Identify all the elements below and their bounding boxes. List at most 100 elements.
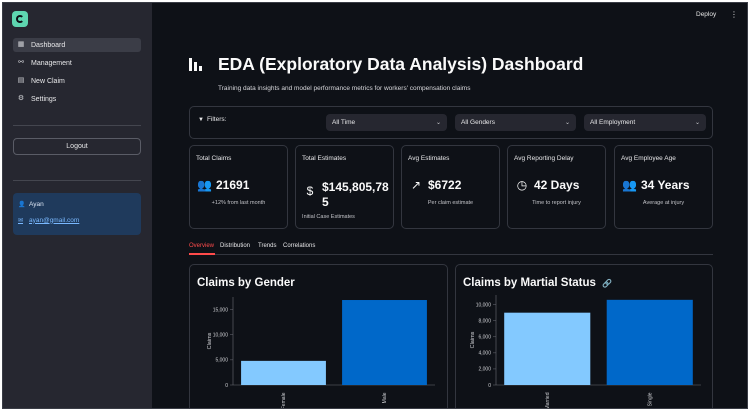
page-subtitle: Training data insights and model perform…	[218, 85, 471, 92]
sidebar-item-dashboard[interactable]: ▦ Dashboard	[13, 38, 141, 52]
metric-label: Avg Employee Age	[621, 155, 676, 162]
filters-label: ▼ Filters:	[198, 116, 226, 123]
new-claim-icon: ▤	[17, 77, 25, 84]
sidebar-item-label: New Claim	[31, 77, 65, 85]
user-icon: 👤	[18, 201, 26, 208]
metric-subtext: +12% from last month	[211, 200, 266, 206]
tab-bar: Overview Distribution Trends Correlation…	[189, 241, 713, 255]
metric-subtext: Initial Case Estimates	[302, 214, 355, 220]
bar-single	[606, 299, 693, 385]
x-tick-label: Female	[281, 392, 287, 409]
x-tick-label: Male	[382, 392, 388, 403]
metric-value: $6722	[428, 178, 462, 192]
trending-up-icon: ↗	[410, 178, 422, 192]
metric-card-total-estimates: Total Estimates $ $145,805,78 5 Initial …	[295, 145, 394, 229]
metric-value: 34 Years	[641, 178, 690, 192]
link-icon[interactable]: 🔗	[602, 279, 613, 288]
active-tab-indicator	[189, 253, 215, 255]
y-tick-label: 15,000	[213, 307, 229, 313]
metric-value: 21691	[216, 178, 250, 192]
deploy-button[interactable]: Deploy	[696, 11, 717, 18]
tab-trends[interactable]: Trends	[258, 243, 277, 249]
y-tick-label: 2,000	[478, 367, 491, 373]
metric-value-line2: 5	[322, 195, 329, 209]
sidebar-item-management[interactable]: ⚯ Management	[13, 56, 141, 70]
user-email-row[interactable]: ✉ ayan@gmail.com	[18, 215, 136, 225]
gender-filter-value: All Genders	[461, 119, 495, 126]
tab-overview[interactable]: Overview	[189, 243, 215, 249]
sidebar-divider	[13, 180, 141, 181]
sidebar-item-label: Settings	[31, 95, 57, 103]
bar-female	[241, 360, 326, 385]
metric-subtext: Average at injury	[642, 200, 685, 206]
filters-label-text: Filters:	[206, 116, 227, 123]
page-title: EDA (Exploratory Data Analysis) Dashboar…	[189, 54, 583, 75]
chart-card-gender: Claims by Gender Claims 0 5,000 10,000 15,00…	[189, 264, 448, 409]
metric-label: Avg Estimates	[408, 155, 450, 162]
user-name-row: 👤 Ayan	[18, 199, 136, 209]
chart-title: Claims by Gender	[197, 277, 295, 289]
metric-value-line1: $145,805,78	[322, 180, 389, 194]
bar-chart-icon	[189, 58, 203, 71]
bar-married	[504, 312, 591, 385]
app-logo-icon[interactable]	[12, 11, 28, 27]
claims-by-gender-chart: Claims 0 5,000 10,000 15,000 Female Male	[207, 297, 435, 409]
y-tick-label: 4,000	[478, 351, 491, 357]
logout-button[interactable]: Logout	[13, 138, 141, 155]
page-title-text: EDA (Exploratory Data Analysis) Dashboar…	[218, 54, 584, 74]
sidebar-item-new-claim[interactable]: ▤ New Claim	[13, 74, 141, 88]
users-icon: 👥	[622, 178, 637, 192]
filter-icon: ▼	[198, 116, 204, 123]
users-icon: 👥	[197, 178, 212, 192]
metric-card-avg-employee-age: Avg Employee Age 👥 34 Years Average at i…	[614, 145, 713, 229]
tab-correlations[interactable]: Correlations	[283, 243, 316, 249]
y-tick-label: 10,000	[476, 302, 492, 308]
sidebar-item-label: Dashboard	[31, 41, 66, 49]
employment-filter-select[interactable]: All Employment ⌄	[584, 114, 706, 131]
y-tick-label: 0	[225, 383, 228, 389]
y-tick-label: 5,000	[215, 358, 228, 364]
y-tick-label: 0	[488, 383, 491, 389]
y-tick-label: 10,000	[213, 333, 229, 339]
bar-male	[342, 300, 427, 385]
metric-value: 42 Days	[534, 178, 580, 192]
metric-card-total-claims: Total Claims 👥 21691 +12% from last mont…	[189, 145, 288, 229]
metric-label: Total Estimates	[302, 155, 347, 162]
y-axis-title: Claims	[470, 331, 476, 348]
chevron-down-icon: ⌄	[694, 120, 700, 126]
clock-icon: ◷	[516, 178, 528, 192]
user-name: Ayan	[29, 200, 44, 208]
metric-subtext: Per claim estimate	[427, 200, 474, 206]
tab-distribution[interactable]: Distribution	[220, 243, 251, 249]
gender-filter-select[interactable]: All Genders ⌄	[455, 114, 576, 131]
chart-title-text: Claims by Martial Status	[463, 277, 596, 289]
metric-card-avg-estimates: Avg Estimates ↗ $6722 Per claim estimate	[401, 145, 500, 229]
y-axis-title: Claims	[207, 332, 213, 349]
metric-card-avg-reporting-delay: Avg Reporting Delay ◷ 42 Days Time to re…	[507, 145, 606, 229]
metric-subtext: Time to report injury	[532, 200, 581, 206]
metric-label: Total Claims	[196, 155, 232, 162]
dashboard-icon: ▦	[17, 41, 25, 48]
time-filter-select[interactable]: All Time ⌄	[326, 114, 447, 131]
y-tick-label: 6,000	[478, 335, 491, 341]
chevron-down-icon: ⌄	[435, 120, 441, 126]
user-email-link[interactable]: ayan@gmail.com	[29, 216, 80, 224]
metric-label: Avg Reporting Delay	[514, 155, 574, 162]
claims-by-marital-status-chart: Claims 0 2,000 4,000 6,000 8,000 10,000 Married…	[470, 295, 701, 409]
dollar-icon: $	[306, 184, 314, 198]
filters-panel: ▼ Filters: All Time ⌄ All Genders ⌄ All …	[189, 106, 713, 139]
y-tick-label: 8,000	[478, 319, 491, 325]
management-icon: ⚯	[18, 59, 24, 66]
metric-value: $145,805,78 5	[322, 180, 389, 210]
sidebar: ▦ Dashboard ⚯ Management ▤ New Claim ⚙ S…	[3, 3, 152, 408]
kebab-menu-icon[interactable]: ⋮	[730, 10, 738, 19]
gear-icon: ⚙	[17, 95, 25, 102]
chevron-down-icon: ⌄	[564, 120, 570, 126]
x-tick-label: Married	[545, 392, 551, 409]
time-filter-value: All Time	[332, 119, 356, 126]
sidebar-item-settings[interactable]: ⚙ Settings	[13, 92, 141, 106]
mail-icon: ✉	[18, 217, 24, 224]
user-info-box: 👤 Ayan ✉ ayan@gmail.com	[13, 193, 141, 235]
employment-filter-value: All Employment	[590, 119, 636, 126]
